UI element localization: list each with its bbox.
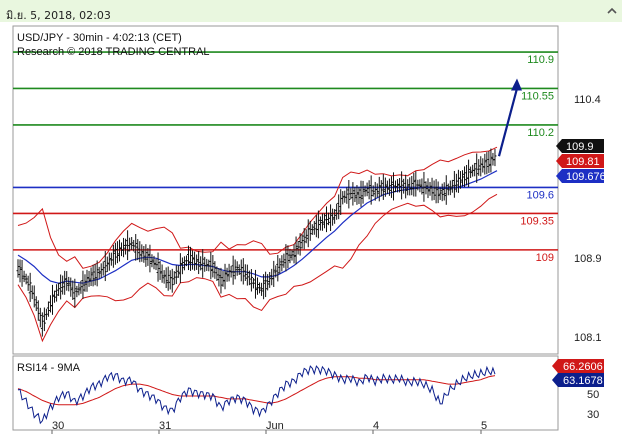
forecast-arrow-head: [511, 78, 522, 91]
rsi-tag-label: 63.1678: [563, 375, 603, 387]
level-label: 110.55: [521, 90, 554, 102]
level-label: 109: [536, 252, 554, 264]
main-panel: [12, 25, 559, 355]
rsi-tag: [552, 359, 604, 373]
date-label: มิ.ย. 5, 2018, 02:03: [6, 9, 111, 22]
rsi-line: [17, 365, 496, 425]
price-tag-label: 109.676: [566, 171, 606, 183]
level-label: 109.6: [526, 189, 554, 201]
level-label: 110.2: [527, 127, 554, 139]
forecast-arrow-line: [497, 88, 519, 157]
rsi-tag: [552, 373, 604, 387]
price-tag: [556, 139, 604, 153]
y-tick-label: 108.9: [574, 253, 602, 265]
lower-band-line: [17, 193, 498, 343]
top-bar: มิ.ย. 5, 2018, 02:03: [0, 0, 622, 22]
y-tick-label: 110.4: [574, 94, 601, 106]
collapse-chevron-icon[interactable]: [606, 5, 618, 17]
price-tag: [556, 154, 604, 168]
price-tag-label: 109.81: [566, 156, 600, 168]
x-tick-label: 30: [52, 420, 64, 432]
price-tag-label: 109.9: [566, 141, 594, 153]
rsi-panel: [12, 355, 559, 431]
chart-title: USD/JPY - 30min - 4:02:13 (CET): [17, 32, 182, 44]
rsi-tick-label: 50: [587, 389, 599, 401]
y-tick-label: 108.1: [574, 332, 602, 344]
x-tick-label: Jun: [266, 420, 284, 432]
x-tick-label: 4: [373, 420, 379, 432]
rsi-tick-label: 30: [587, 409, 599, 421]
price-tag: [556, 169, 604, 183]
x-tick-label: 31: [159, 420, 171, 432]
chart-subtitle: Research © 2018 TRADING CENTRAL: [17, 46, 210, 58]
rsi-title: RSI14 - 9MA: [17, 362, 81, 374]
level-label: 109.35: [520, 215, 554, 227]
upper-band-line: [17, 146, 498, 269]
x-tick-label: 5: [481, 420, 487, 432]
level-label: 110.9: [527, 54, 554, 66]
rsi-tag-label: 66.2606: [563, 361, 603, 373]
